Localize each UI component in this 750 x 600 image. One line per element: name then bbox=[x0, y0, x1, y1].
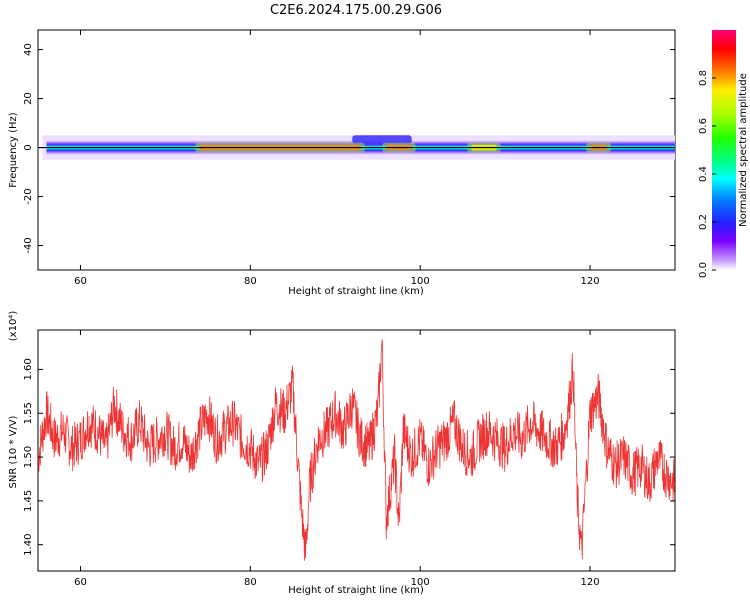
chart-title: C2E6.2024.175.00.29.G06 bbox=[270, 3, 442, 18]
snr-panel: 60 80 100 120 1.60 1.55 1.50 1.45 1.40 Height o… bbox=[8, 311, 676, 596]
colorbar: 0.0 0.2 0.4 0.6 0.8 Normalized spectral ampl… bbox=[698, 30, 749, 278]
spectrogram-y-label: Frequency (Hz) bbox=[8, 112, 19, 188]
spectrogram-x-label: Height of straight line (km) bbox=[288, 286, 424, 297]
y-tick-label: -40 bbox=[23, 237, 34, 253]
x-tick-label: 80 bbox=[244, 577, 257, 588]
colorbar-tick-label: 0.0 bbox=[698, 262, 709, 278]
colorbar-tick-label: 0.4 bbox=[698, 166, 709, 182]
y-tick-label: -20 bbox=[23, 188, 34, 204]
x-tick-label: 60 bbox=[74, 577, 87, 588]
y-tick-label: 40 bbox=[23, 43, 34, 56]
colorbar-gradient bbox=[712, 30, 736, 270]
y-tick-label: 1.60 bbox=[23, 358, 34, 380]
x-tick-label: 100 bbox=[411, 577, 430, 588]
x-tick-label: 100 bbox=[411, 276, 430, 287]
y-tick-label: 1.50 bbox=[23, 446, 34, 468]
x-tick-label: 80 bbox=[244, 276, 257, 287]
x-tick-label: 120 bbox=[581, 577, 600, 588]
band-bump bbox=[352, 135, 412, 144]
y-tick-label: 1.55 bbox=[23, 402, 34, 424]
x-tick-label: 60 bbox=[74, 276, 87, 287]
x-tick-label: 120 bbox=[581, 276, 600, 287]
y-tick-label: 1.40 bbox=[23, 534, 34, 556]
colorbar-tick-label: 0.2 bbox=[698, 214, 709, 230]
y-tick-label: 1.45 bbox=[23, 490, 34, 512]
colorbar-tick-label: 0.8 bbox=[698, 70, 709, 86]
spectrogram-panel: 60 80 100 120 40 20 0 -20 -40 Height of straigh… bbox=[8, 29, 676, 297]
colorbar-label: Normalized spectral amplitude bbox=[738, 73, 749, 227]
y-tick-label: 0 bbox=[23, 144, 34, 150]
snr-y-label: SNR (10 * V/V) bbox=[8, 415, 19, 488]
y-tick-label: 20 bbox=[23, 92, 34, 105]
snr-series-line bbox=[38, 339, 675, 561]
colorbar-tick-label: 0.6 bbox=[698, 118, 709, 134]
snr-y-multiplier: (x10⁴) bbox=[8, 311, 19, 342]
snr-x-label: Height of straight line (km) bbox=[288, 585, 424, 596]
